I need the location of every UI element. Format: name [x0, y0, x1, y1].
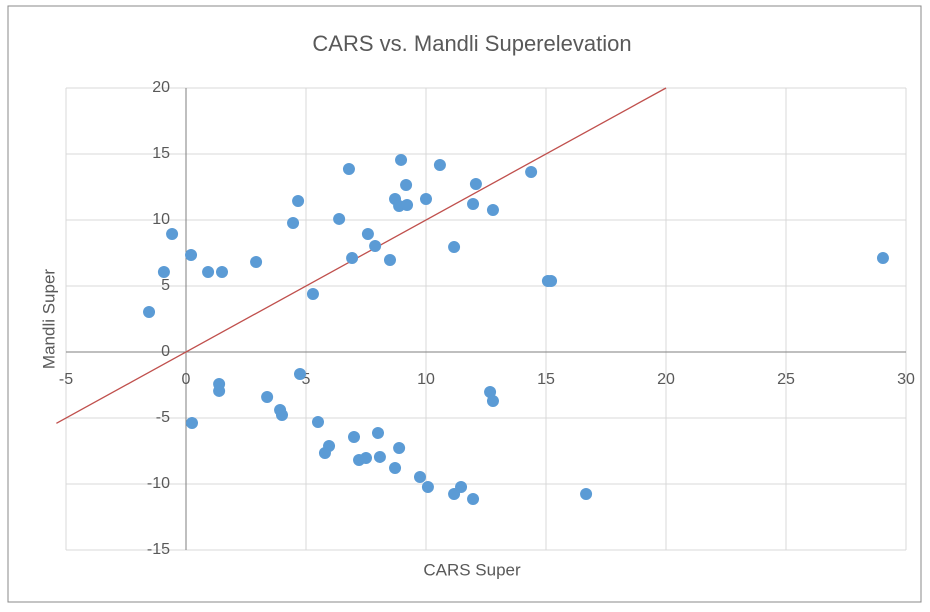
x-tick-label: 0 [182, 371, 191, 388]
scatter-point [393, 441, 406, 454]
y-tick-label: 5 [161, 277, 170, 294]
chart-frame [7, 5, 922, 603]
scatter-point [876, 252, 889, 265]
x-tick-label: 15 [537, 371, 555, 388]
scatter-point [292, 194, 305, 207]
scatter-point [361, 227, 374, 240]
scatter-point [469, 177, 482, 190]
scatter-point [312, 415, 324, 428]
scatter-point [420, 193, 432, 206]
scatter-point [294, 368, 306, 381]
y-tick-label: -5 [156, 409, 170, 426]
scatter-point [372, 427, 384, 440]
scatter-point [448, 241, 461, 254]
scatter-point [346, 252, 359, 265]
y-tick-label: -15 [147, 541, 170, 558]
y-tick-label: -10 [147, 475, 170, 492]
scatter-point [384, 253, 396, 266]
scatter-point [455, 481, 468, 494]
x-tick-label: 25 [777, 371, 795, 388]
scatter-point [213, 384, 226, 397]
scatter-point [373, 450, 386, 463]
scatter-point [400, 179, 413, 192]
scatter-point [348, 431, 360, 444]
x-tick-label: 10 [417, 371, 435, 388]
scatter-point [395, 153, 408, 166]
y-tick-label: 15 [152, 145, 170, 162]
reference-line [56, 87, 667, 424]
scatter-point [389, 462, 402, 475]
x-axis-label: CARS Super [423, 560, 521, 579]
scatter-point [467, 198, 480, 211]
x-tick-label: -5 [59, 371, 73, 388]
scatter-point [433, 158, 446, 171]
scatter-point [202, 266, 215, 279]
scatter-point [166, 227, 179, 240]
scatter-point [186, 417, 198, 430]
x-tick-label: 20 [657, 371, 675, 388]
scatter-point [486, 203, 499, 216]
scatter-point [467, 493, 480, 506]
scatter-point [261, 391, 274, 404]
y-axis-label: Mandli Super [39, 269, 58, 370]
scatter-point [143, 306, 156, 319]
scatter-point [414, 471, 426, 484]
scatter-point [318, 446, 331, 459]
scatter-point [306, 288, 319, 301]
scatter-point [157, 266, 170, 279]
y-tick-label: 10 [152, 211, 170, 228]
y-tick-label: 20 [152, 79, 170, 96]
y-tick-label: 0 [161, 343, 170, 360]
scatter-point [250, 255, 263, 268]
scatter-point [185, 248, 198, 261]
chart-title: CARS vs. Mandli Superelevation [312, 31, 631, 56]
scatter-point [216, 266, 228, 279]
scatter-point [580, 488, 593, 501]
x-tick-label: 30 [897, 371, 915, 388]
scatter-point [421, 481, 434, 494]
scatter-point [369, 240, 382, 253]
scatter-point [276, 408, 288, 421]
scatter-point [342, 163, 355, 176]
scatter-point [287, 217, 300, 230]
scatter-point [401, 198, 414, 211]
scatter-point [360, 451, 372, 464]
scatter-point [333, 212, 346, 225]
scatter-point [525, 165, 538, 178]
x-tick-label: 5 [302, 371, 311, 388]
scatter-point [545, 274, 558, 287]
scatter-point [486, 394, 499, 407]
